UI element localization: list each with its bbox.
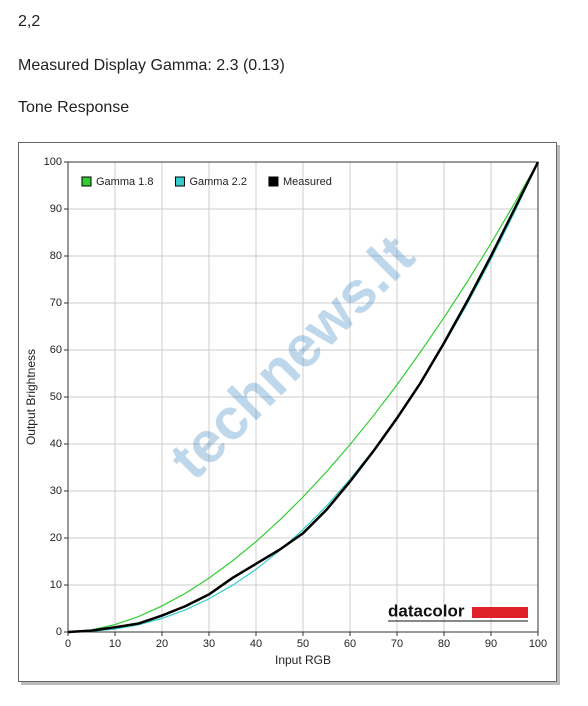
x-tick-label: 50 xyxy=(297,638,309,650)
x-tick-label: 70 xyxy=(391,638,403,650)
y-tick-label: 10 xyxy=(50,579,62,591)
x-tick-label: 40 xyxy=(250,638,262,650)
x-tick-label: 10 xyxy=(109,638,121,650)
x-tick-label: 0 xyxy=(65,638,71,650)
heading: 2,2 xyxy=(18,13,41,30)
y-axis-label: Output Brightness xyxy=(24,349,38,445)
x-tick-label: 30 xyxy=(203,638,215,650)
x-tick-label: 20 xyxy=(156,638,168,650)
x-tick-label: 60 xyxy=(344,638,356,650)
x-tick-label: 100 xyxy=(529,638,547,650)
series-line xyxy=(67,161,539,633)
legend-label: Gamma 1.8 xyxy=(96,176,153,188)
section-title: Tone Response xyxy=(18,99,130,116)
x-tick-label: 90 xyxy=(485,638,497,650)
x-tick-label: 80 xyxy=(438,638,450,650)
gamma-text: Measured Display Gamma: 2.3 (0.13) xyxy=(18,57,285,74)
legend-swatch xyxy=(81,176,92,187)
y-tick-label: 20 xyxy=(50,532,62,544)
y-tick-label: 90 xyxy=(50,203,62,215)
chart-box xyxy=(18,142,557,682)
series-line xyxy=(67,161,540,634)
logo-text: datacolor xyxy=(388,601,465,620)
legend-label: Gamma 2.2 xyxy=(189,176,246,188)
y-tick-label: 0 xyxy=(56,626,62,638)
y-tick-label: 70 xyxy=(50,297,62,309)
y-tick-label: 60 xyxy=(50,344,62,356)
x-axis-label: Input RGB xyxy=(275,653,331,667)
y-tick-label: 100 xyxy=(44,156,62,168)
y-tick-label: 30 xyxy=(50,485,62,497)
y-tick-label: 80 xyxy=(50,250,62,262)
y-tick-label: 40 xyxy=(50,438,62,450)
y-tick-label: 50 xyxy=(50,391,62,403)
legend-swatch xyxy=(174,176,185,187)
logo-bar xyxy=(472,607,528,618)
plot-border xyxy=(67,161,539,633)
legend-label: Measured xyxy=(283,176,332,188)
legend-swatch xyxy=(268,176,279,187)
